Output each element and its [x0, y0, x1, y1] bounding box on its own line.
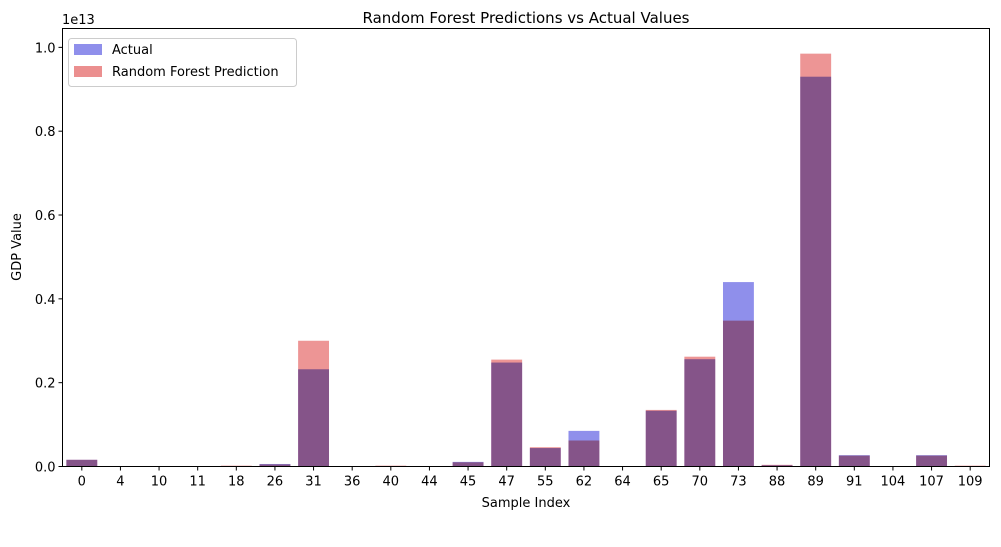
bar-prediction-0 [66, 459, 98, 467]
x-tick-label: 109 [958, 475, 983, 490]
legend-label-prediction: Random Forest Prediction [112, 65, 279, 80]
y-tick-label: 0.0 [35, 461, 56, 476]
x-tick-label: 36 [344, 475, 361, 490]
x-tick-label: 44 [421, 475, 438, 490]
legend-box [68, 38, 297, 87]
x-tick-label: 73 [730, 475, 747, 490]
legend-swatch-prediction [74, 66, 102, 77]
x-tick-label: 10 [151, 475, 168, 490]
x-axis-label: Sample Index [482, 496, 571, 511]
bar-prediction-91 [838, 455, 870, 467]
chart-title: Random Forest Predictions vs Actual Valu… [363, 9, 690, 27]
x-tick-label: 31 [305, 475, 322, 490]
x-tick-label: 11 [189, 475, 206, 490]
y-offset-label: 1e13 [62, 13, 95, 28]
bar-prediction-70 [684, 356, 716, 467]
x-tick-label: 55 [537, 475, 554, 490]
x-tick-label: 18 [228, 475, 245, 490]
x-tick-label: 70 [692, 475, 709, 490]
bar-prediction-107 [916, 455, 948, 467]
bar-prediction-47 [491, 359, 523, 467]
x-tick-label: 62 [576, 475, 593, 490]
x-tick-label: 64 [614, 475, 631, 490]
y-ticks-group: 0.0 0.2 0.4 0.6 0.8 1.0 [35, 41, 63, 476]
x-tick-label: 47 [498, 475, 515, 490]
x-ticks-group: 0 4 10 11 18 26 31 36 40 44 45 47 55 62 64 65 70 73 88 89 91… [78, 466, 983, 490]
bar-prediction-89 [800, 53, 832, 467]
x-tick-label: 65 [653, 475, 670, 490]
bar-prediction-45 [452, 462, 484, 467]
x-tick-label: 26 [267, 475, 284, 490]
x-tick-label: 4 [116, 475, 124, 490]
x-tick-label: 89 [807, 475, 824, 490]
y-tick-label: 0.6 [35, 209, 56, 224]
x-tick-label: 88 [769, 475, 786, 490]
x-tick-label: 91 [846, 475, 863, 490]
y-tick-label: 1.0 [35, 41, 56, 56]
y-tick-label: 0.4 [35, 293, 56, 308]
bar-prediction-55 [529, 447, 561, 467]
bar-prediction-73 [722, 320, 754, 467]
y-axis-label: GDP Value [10, 213, 25, 281]
bar-prediction-31 [298, 340, 330, 467]
legend-label-actual: Actual [112, 43, 153, 58]
x-tick-label: 40 [383, 475, 400, 490]
plot-frame [62, 28, 990, 467]
bar-prediction-26 [259, 464, 291, 467]
x-tick-label: 45 [460, 475, 477, 490]
bars-group [66, 53, 986, 467]
y-tick-label: 0.8 [35, 125, 56, 140]
legend-swatch-actual [74, 44, 102, 55]
y-tick-label: 0.2 [35, 377, 56, 392]
x-tick-label: 104 [881, 475, 906, 490]
bar-prediction-62 [568, 440, 600, 467]
legend: Actual Random Forest Prediction [68, 38, 297, 87]
x-tick-label: 0 [78, 475, 86, 490]
bar-prediction-65 [645, 409, 677, 467]
bar-prediction-88 [761, 464, 793, 467]
x-tick-label: 107 [919, 475, 944, 490]
